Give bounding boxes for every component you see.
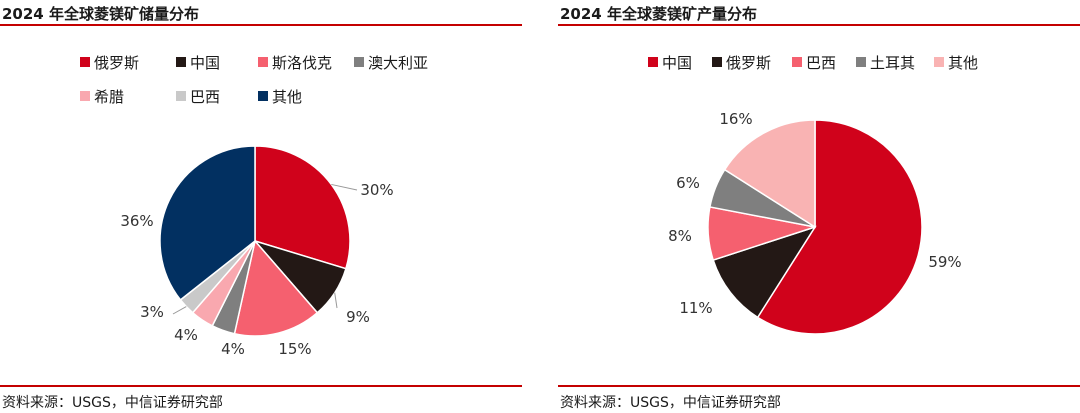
legend-item: 俄罗斯 (80, 52, 139, 73)
legend-label: 巴西 (190, 88, 221, 106)
source-divider (558, 385, 1080, 387)
legend-swatch (712, 56, 722, 67)
slice-percent-label: 16% (719, 110, 752, 128)
pie-slice (233, 239, 319, 337)
slice-percent-label: 9% (346, 308, 370, 326)
slice-percent-label: 4% (221, 340, 245, 358)
slice-percent-label: 6% (676, 174, 700, 192)
pie-slice (159, 145, 256, 301)
legend-item: 其他 (934, 52, 978, 73)
leader-line (331, 183, 358, 191)
legend-label: 土耳其 (870, 54, 916, 72)
slice-percent-label: 15% (278, 340, 311, 358)
legend-swatch (934, 56, 944, 67)
legend-label: 其他 (948, 54, 979, 72)
legend-label: 俄罗斯 (94, 54, 140, 72)
legend-swatch (354, 56, 364, 67)
legend-item: 斯洛伐克 (258, 52, 332, 73)
legend-swatch (176, 90, 186, 101)
chart-title: 2024 年全球菱镁矿产量分布 (560, 5, 757, 23)
slice-percent-label: 4% (174, 326, 198, 344)
legend-label: 巴西 (806, 54, 837, 72)
slice-percent-label: 3% (140, 303, 164, 321)
slice-percent-label: 11% (679, 299, 712, 317)
legend-swatch (80, 90, 90, 101)
legend-swatch (258, 56, 268, 67)
legend-swatch (176, 56, 186, 67)
source-divider (0, 385, 522, 387)
legend-label: 希腊 (94, 88, 125, 106)
slice-percent-label: 59% (928, 253, 961, 271)
slice-percent-label: 30% (360, 181, 393, 199)
legend-item: 希腊 (80, 86, 124, 107)
legend-item: 澳大利亚 (354, 52, 428, 73)
legend-label: 俄罗斯 (726, 54, 772, 72)
reserves-pie-chart: 30% 9% 15% 4% 4% 3% 36% (120, 145, 394, 358)
legend-swatch (80, 56, 90, 67)
legend-label: 中国 (190, 54, 221, 72)
legend-label: 中国 (662, 54, 693, 72)
leader-line (172, 306, 187, 315)
legend-label: 斯洛伐克 (272, 54, 333, 72)
title-divider (0, 24, 522, 26)
legend-label: 澳大利亚 (368, 54, 429, 72)
production-pie-chart: 59% 11% 8% 6% 16% (668, 110, 962, 335)
legend-item: 其他 (258, 86, 302, 107)
source-note: 资料来源：USGS，中信证券研究部 (560, 395, 781, 411)
chart-title: 2024 年全球菱镁矿储量分布 (2, 5, 199, 23)
pie-slice (712, 225, 817, 319)
slice-percent-label: 8% (668, 227, 692, 245)
reserves-chart-panel: 2024 年全球菱镁矿储量分布 俄罗斯 中国 斯洛伐克 澳大利亚 希腊 巴西 (0, 0, 522, 413)
legend-swatch (648, 56, 658, 67)
legend-swatch (258, 90, 268, 101)
legend-label: 其他 (272, 88, 303, 106)
legend-item: 巴西 (792, 52, 836, 73)
slice-percent-label: 36% (120, 212, 153, 230)
legend-item: 中国 (176, 52, 220, 73)
legend-item: 巴西 (176, 86, 220, 107)
pie-slice (723, 119, 816, 229)
pie-slice (254, 145, 351, 270)
pie-slice (756, 119, 923, 335)
legend-item: 中国 (648, 52, 692, 73)
production-chart-panel: 2024 年全球菱镁矿产量分布 中国 俄罗斯 巴西 土耳其 其他 59% 11% 8… (558, 0, 1080, 413)
leader-line (334, 292, 338, 309)
legend-item: 俄罗斯 (712, 52, 771, 73)
source-note: 资料来源：USGS，中信证券研究部 (2, 395, 223, 411)
legend-swatch (792, 56, 802, 67)
legend-item: 土耳其 (856, 52, 915, 73)
legend-swatch (856, 56, 866, 67)
title-divider (558, 24, 1080, 26)
